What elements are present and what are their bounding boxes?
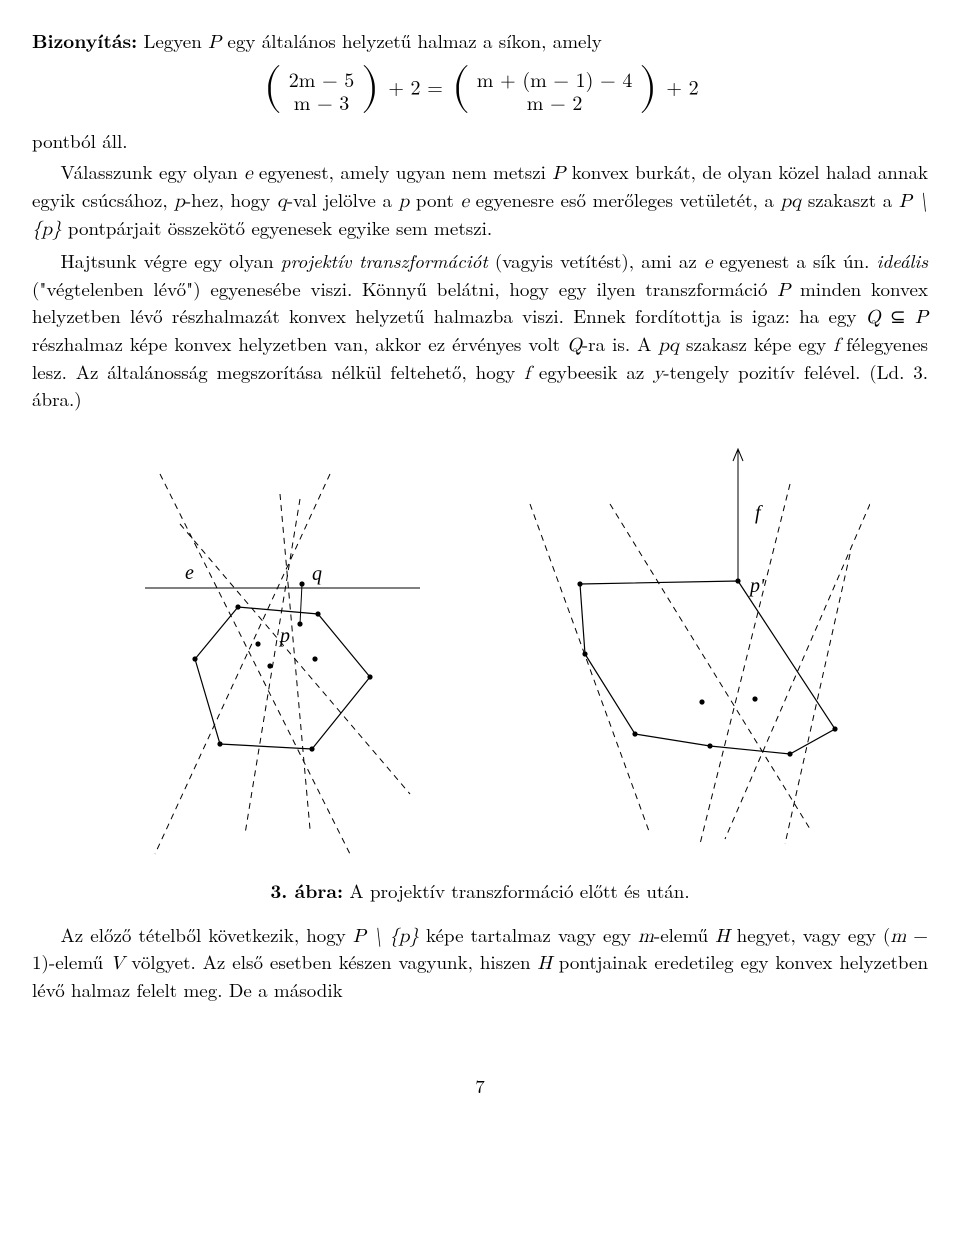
binom-2: ( m + (m − 1) − 4 m − 2 ) (451, 66, 657, 114)
svg-text:e: e (185, 562, 194, 584)
svg-text:q: q (312, 563, 322, 585)
figure-3: e q p f p' (32, 434, 928, 864)
paragraph-2: pontból áll. (32, 128, 928, 154)
paragraph-3: Válasszunk egy olyan e egyenest, amely u… (32, 159, 928, 242)
display-equation: ( 2m − 5 m − 3 ) + 2 = ( m + (m − 1) − 4… (32, 66, 928, 114)
svg-text:p: p (278, 625, 290, 647)
paragraph-5: Az előző tételből következik, hogy P \ {… (32, 922, 928, 1003)
proof-label: Bizonyítás: (32, 26, 137, 54)
svg-text:f: f (755, 502, 763, 524)
svg-text:p': p' (748, 575, 765, 597)
binom-1: ( 2m − 5 m − 3 ) (263, 66, 379, 114)
paragraph-proof-intro: Bizonyítás: Legyen P egy általános helyz… (32, 28, 928, 56)
figure-3-caption: 3. ábra: A projektív transzformáció előt… (32, 878, 928, 904)
page-number: 7 (32, 1073, 928, 1099)
paragraph-4: Hajtsunk végre egy olyan projektív trans… (32, 248, 928, 412)
figure-3-svg: e q p f p' (90, 434, 870, 864)
